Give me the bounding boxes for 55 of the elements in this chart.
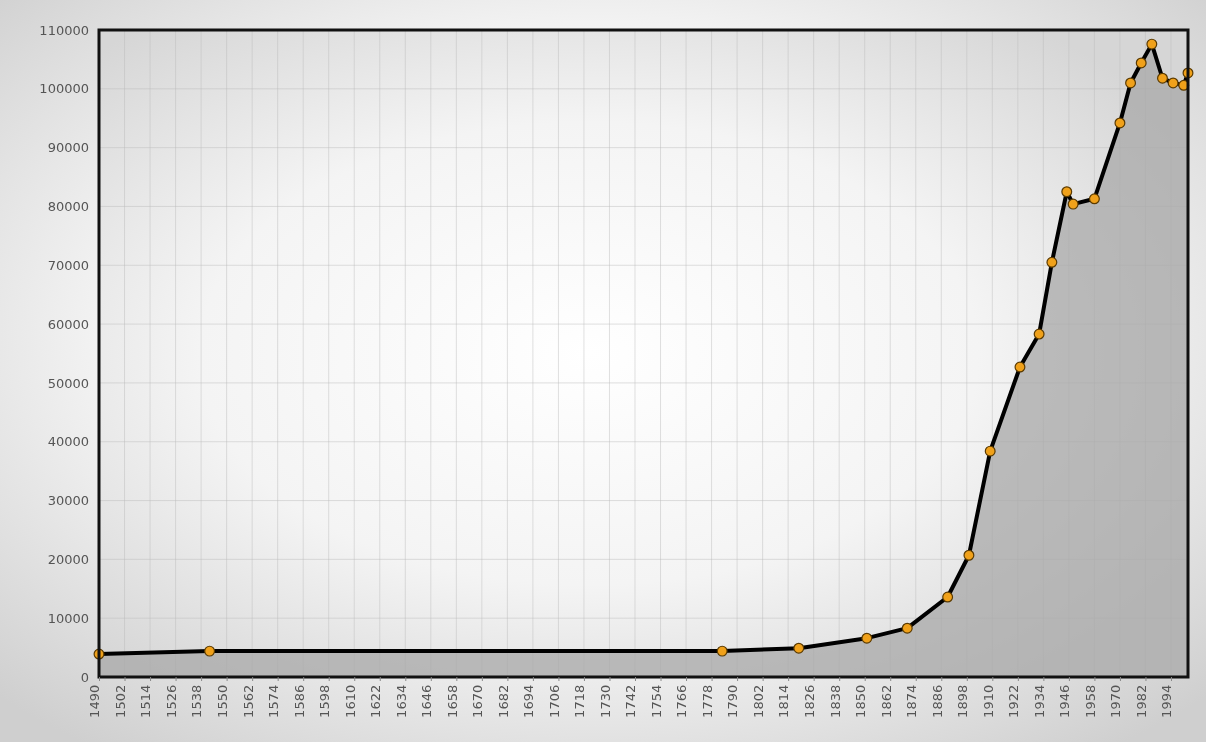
x-tick-label: 1970 [1108, 684, 1124, 718]
x-tick-label: 1910 [980, 684, 996, 718]
x-tick-label: 1778 [699, 684, 715, 718]
y-tick-label: 60000 [47, 316, 89, 332]
y-tick-label: 30000 [47, 493, 89, 509]
x-tick-label: 1490 [87, 684, 103, 718]
x-tick-label: 1682 [495, 684, 511, 718]
y-tick-label: 100000 [39, 81, 89, 97]
x-tick-label: 1586 [291, 684, 307, 718]
x-tick-label: 1898 [955, 684, 971, 718]
x-tick-label: 1886 [929, 684, 945, 718]
y-tick-label: 110000 [39, 22, 89, 38]
x-tick-label: 1694 [521, 684, 537, 718]
x-tick-label: 1730 [597, 684, 613, 718]
y-tick-label: 10000 [47, 610, 89, 626]
x-tick-label: 1994 [1159, 684, 1175, 718]
x-tick-label: 1826 [802, 684, 818, 718]
x-tick-label: 1658 [444, 684, 460, 718]
x-tick-label: 1514 [138, 684, 154, 718]
x-tick-label: 1646 [419, 684, 435, 718]
x-tick-label: 1850 [853, 684, 869, 718]
x-tick-label: 1802 [750, 684, 766, 718]
x-tick-label: 1670 [470, 684, 486, 718]
x-tick-label: 1958 [1082, 684, 1098, 718]
x-tick-label: 1550 [214, 684, 230, 718]
x-tick-label: 1706 [546, 684, 562, 718]
x-tick-label: 1922 [1006, 684, 1022, 718]
x-tick-label: 1982 [1133, 684, 1149, 718]
x-tick-label: 1754 [648, 684, 664, 718]
x-tick-label: 1814 [776, 684, 792, 718]
x-tick-label: 1718 [572, 684, 588, 718]
x-tick-label: 1598 [317, 684, 333, 718]
y-tick-label: 90000 [47, 140, 89, 156]
x-tick-label: 1934 [1031, 684, 1047, 718]
x-tick-label: 1526 [163, 684, 179, 718]
y-tick-label: 0 [80, 669, 89, 685]
x-tick-label: 1874 [904, 684, 920, 718]
x-tick-label: 1610 [342, 684, 358, 718]
x-tick-label: 1862 [878, 684, 894, 718]
x-tick-label: 1742 [623, 684, 639, 718]
y-tick-label: 70000 [47, 257, 89, 273]
x-tick-label: 1766 [674, 684, 690, 718]
x-tick-label: 1946 [1057, 684, 1073, 718]
x-tick-label: 1574 [266, 684, 282, 718]
y-tick-label: 20000 [47, 552, 89, 568]
x-tick-label: 1538 [189, 684, 205, 718]
x-tick-label: 1838 [827, 684, 843, 718]
x-tick-label: 1622 [368, 684, 384, 718]
x-tick-label: 1502 [112, 684, 128, 718]
y-tick-label: 40000 [47, 434, 89, 450]
y-tick-label: 80000 [47, 199, 89, 215]
x-tick-label: 1634 [393, 684, 409, 718]
y-tick-label: 50000 [47, 375, 89, 391]
x-tick-label: 1562 [240, 684, 256, 718]
x-tick-label: 1790 [725, 684, 741, 718]
